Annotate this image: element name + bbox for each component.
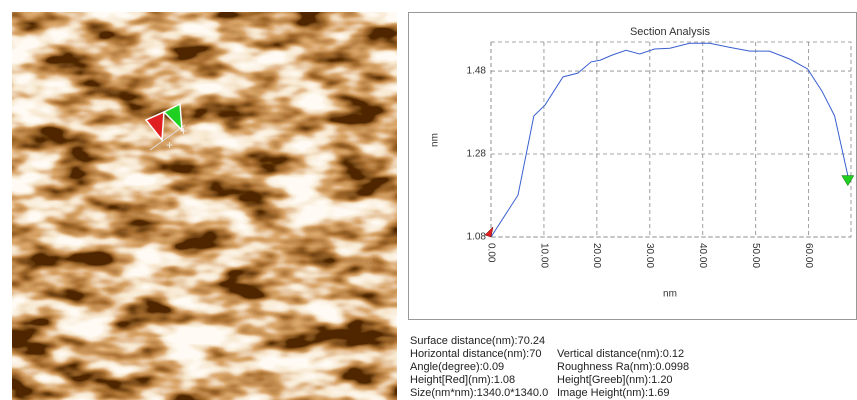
y-tick-label: 1.48: [467, 66, 487, 77]
red-cursor: [484, 226, 494, 238]
y-tick-label: 1.08: [467, 232, 487, 243]
x-tick-label: 50.00: [750, 243, 761, 268]
x-tick-label: 10.00: [538, 243, 549, 268]
svg-text:+: +: [166, 138, 173, 152]
x-tick-label: 0.00: [485, 243, 496, 263]
plot-area: [490, 41, 852, 238]
stat-text: Height[Red](nm):1.08: [410, 374, 515, 386]
stat-text: Size(nm*nm):1340.0*1340.0: [410, 387, 548, 399]
x-tick-label: 40.00: [697, 243, 708, 268]
chart-title: Section Analysis: [630, 26, 711, 38]
stat-text: Angle(degree):0.09: [410, 361, 504, 373]
stat-text: Surface distance(nm):70.24: [410, 335, 545, 347]
stat-text: Height[Greeb](nm):1.20: [557, 374, 673, 386]
stat-text: Vertical distance(nm):0.12: [557, 348, 684, 360]
section-line: [490, 42, 849, 238]
x-axis-label: nm: [663, 289, 677, 300]
afm-image: [12, 12, 397, 400]
stat-text: Roughness Ra(nm):0.0998: [557, 361, 689, 373]
y-axis-label: nm: [430, 133, 441, 147]
section-cursor: + +: [144, 102, 187, 152]
stat-text: Image Height(nm):1.69: [557, 387, 670, 399]
green-cursor: [841, 175, 855, 187]
x-tick-label: 20.00: [591, 243, 602, 268]
x-tick-label: 60.00: [803, 243, 814, 268]
y-tick-label: 1.28: [467, 149, 487, 160]
chart-frame: [408, 12, 857, 320]
x-tick-label: 30.00: [644, 243, 655, 268]
stat-text: Horizontal distance(nm):70: [410, 348, 541, 360]
svg-text:+: +: [180, 124, 187, 138]
